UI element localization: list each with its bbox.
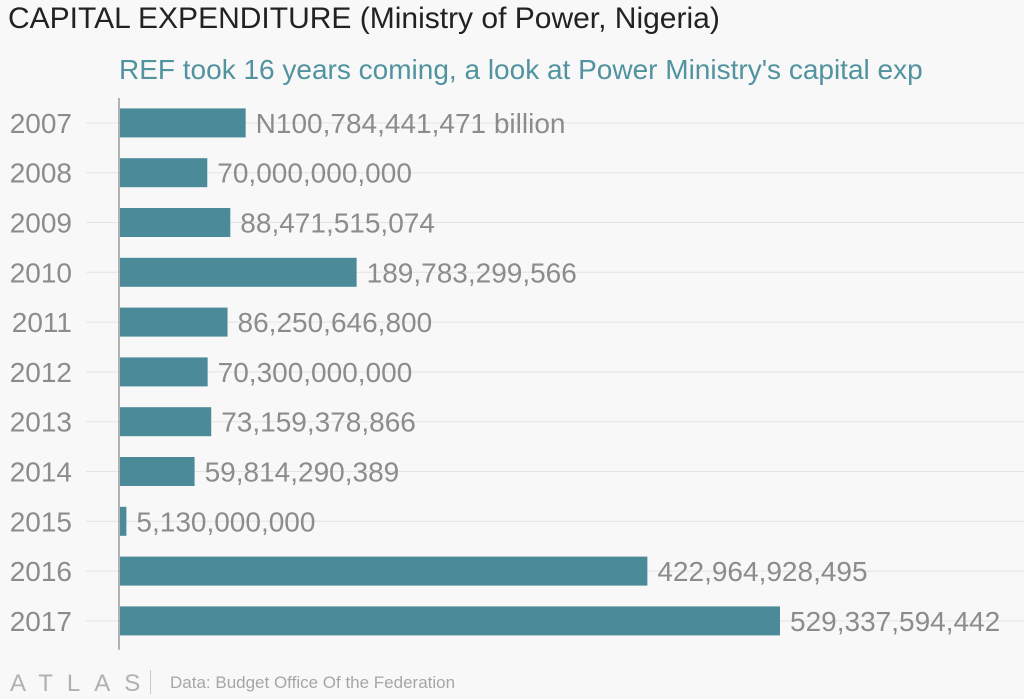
category-label: 2008 xyxy=(10,158,72,189)
data-label: 529,337,594,442 xyxy=(790,606,1000,637)
data-label: 70,000,000,000 xyxy=(217,158,412,189)
chart-title: CAPITAL EXPENDITURE (Ministry of Power, … xyxy=(8,2,720,35)
data-label: N100,784,441,471 billion xyxy=(256,108,566,139)
bar xyxy=(120,506,127,536)
bar xyxy=(120,556,648,586)
data-source: Data: Budget Office Of the Federation xyxy=(170,673,456,692)
category-label: 2016 xyxy=(10,556,72,587)
category-label: 2014 xyxy=(10,457,72,488)
category-label: 2015 xyxy=(10,506,72,537)
data-label: 5,130,000,000 xyxy=(136,506,315,537)
data-label: 88,471,515,074 xyxy=(240,208,435,239)
data-label: 189,783,299,566 xyxy=(367,257,577,288)
footer: ATLAS Data: Budget Office Of the Federat… xyxy=(0,666,1024,699)
category-label: 2013 xyxy=(10,407,72,438)
data-label: 70,300,000,000 xyxy=(218,357,413,388)
footer-divider xyxy=(150,670,151,694)
category-label: 2011 xyxy=(12,307,72,338)
bar xyxy=(120,457,195,486)
bar xyxy=(120,407,212,437)
data-label: 59,814,290,389 xyxy=(205,457,400,488)
bar xyxy=(120,208,231,237)
bar xyxy=(120,606,780,636)
category-label: 2007 xyxy=(10,108,72,139)
data-label: 422,964,928,495 xyxy=(657,556,867,587)
atlas-logo: ATLAS xyxy=(10,670,155,697)
bar xyxy=(120,108,246,138)
category-label: 2012 xyxy=(10,357,72,388)
bar xyxy=(120,307,228,337)
data-label: 73,159,378,866 xyxy=(221,407,416,438)
bar xyxy=(120,158,208,188)
bar xyxy=(120,357,208,387)
chart-subtitle: REF took 16 years coming, a look at Powe… xyxy=(119,54,923,85)
category-label: 2009 xyxy=(10,208,72,239)
bar xyxy=(120,257,357,287)
category-label: 2010 xyxy=(10,257,72,288)
category-label: 2017 xyxy=(10,606,72,637)
data-label: 86,250,646,800 xyxy=(238,307,433,338)
